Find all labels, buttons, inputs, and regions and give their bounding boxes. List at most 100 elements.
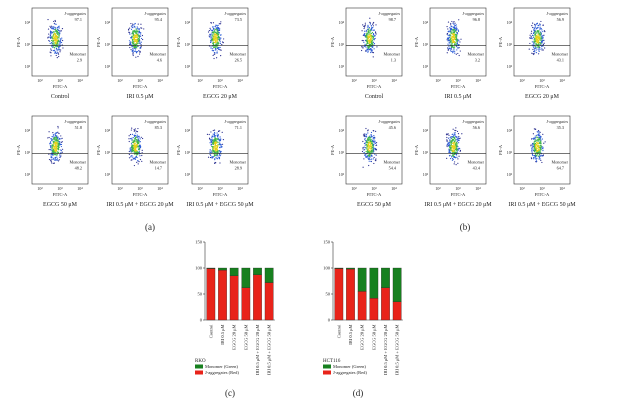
event-dot xyxy=(371,51,373,54)
event-dot xyxy=(363,158,365,160)
event-dot xyxy=(532,22,534,24)
event-dot xyxy=(535,155,538,157)
event-dot xyxy=(454,52,456,54)
event-dot xyxy=(375,142,377,144)
event-dot xyxy=(531,147,533,149)
event-dot xyxy=(363,41,365,43)
event-dot xyxy=(531,158,533,160)
event-dot xyxy=(539,150,541,152)
x-tick-label: 10³ xyxy=(371,78,377,83)
x-axis-label: FITC-A xyxy=(133,84,148,89)
event-dot xyxy=(137,152,139,154)
event-dot xyxy=(218,140,221,142)
event-dot xyxy=(373,156,375,159)
event-dot xyxy=(50,159,52,161)
event-dot xyxy=(453,36,455,38)
y-tick-label: 10³ xyxy=(339,150,345,155)
event-dot xyxy=(210,29,212,31)
event-dot xyxy=(138,40,140,42)
event-dot xyxy=(533,27,535,29)
event-dot xyxy=(538,41,540,43)
quadrant-label: J-aggregates xyxy=(462,11,484,16)
event-dot xyxy=(218,32,221,34)
event-dot xyxy=(220,55,222,57)
bar-segment xyxy=(357,267,367,292)
event-dot xyxy=(57,151,59,153)
event-dot xyxy=(49,143,51,145)
event-dot xyxy=(139,47,141,49)
event-dot xyxy=(132,43,135,45)
event-dot xyxy=(55,141,58,143)
event-dot xyxy=(60,41,63,44)
event-dot xyxy=(368,157,370,159)
event-dot xyxy=(135,35,137,38)
event-dot xyxy=(456,143,458,145)
event-dot xyxy=(541,161,543,164)
event-dot xyxy=(132,30,134,32)
event-dot xyxy=(56,143,58,145)
event-dot xyxy=(210,22,213,24)
event-dot xyxy=(370,146,372,148)
event-dot xyxy=(370,48,372,51)
plot-caption: IRI 0.5 μM xyxy=(126,94,154,100)
event-dot xyxy=(51,158,53,160)
event-dot xyxy=(214,136,216,139)
event-dot xyxy=(134,158,137,160)
event-dot xyxy=(57,53,60,55)
bar-segment xyxy=(264,267,274,283)
y-tick-label: 10⁴ xyxy=(105,20,111,25)
event-dot xyxy=(214,34,216,36)
event-dot xyxy=(451,159,453,161)
event-dot xyxy=(366,47,368,49)
event-dot xyxy=(130,25,132,27)
event-dot xyxy=(138,30,140,32)
event-dot xyxy=(367,26,369,28)
event-dot xyxy=(365,35,367,38)
bar-segment xyxy=(206,268,216,321)
event-dot xyxy=(57,29,60,32)
event-dot xyxy=(365,127,367,130)
event-dot xyxy=(209,149,211,151)
event-dot xyxy=(455,144,457,146)
event-dot xyxy=(369,141,371,144)
event-dot xyxy=(139,144,141,146)
event-dot xyxy=(372,144,375,146)
event-dot xyxy=(133,39,136,41)
event-dot xyxy=(453,149,455,151)
event-dot xyxy=(372,26,374,29)
event-dot xyxy=(375,144,377,147)
event-dot xyxy=(209,40,212,42)
event-dot xyxy=(539,27,541,29)
event-dot xyxy=(137,127,139,130)
event-dot xyxy=(367,130,369,132)
event-dot xyxy=(220,150,222,153)
event-dot xyxy=(375,160,377,162)
event-dot xyxy=(455,151,458,154)
event-dot xyxy=(368,47,370,49)
event-dot xyxy=(52,136,54,138)
event-dot xyxy=(128,135,130,137)
event-dot xyxy=(51,156,53,158)
event-dot xyxy=(459,148,461,150)
y-tick-label: 10² xyxy=(339,64,345,69)
event-dot xyxy=(50,161,52,163)
event-dot xyxy=(139,51,141,53)
event-dot xyxy=(368,145,370,147)
event-dot xyxy=(535,144,537,146)
event-dot xyxy=(451,155,453,157)
y-tick-label: 50 xyxy=(326,292,331,297)
event-dot xyxy=(529,37,531,39)
event-dot xyxy=(213,57,215,60)
event-dot xyxy=(135,156,137,158)
event-dot xyxy=(367,154,370,157)
plot-frame xyxy=(513,115,571,185)
event-dot xyxy=(372,36,374,38)
event-dot xyxy=(536,154,538,156)
event-dot xyxy=(455,29,457,31)
y-tick-label: 100 xyxy=(195,266,203,271)
event-dot xyxy=(49,40,51,42)
event-dot xyxy=(538,152,540,154)
event-dot xyxy=(454,30,456,32)
event-dot xyxy=(137,142,139,144)
